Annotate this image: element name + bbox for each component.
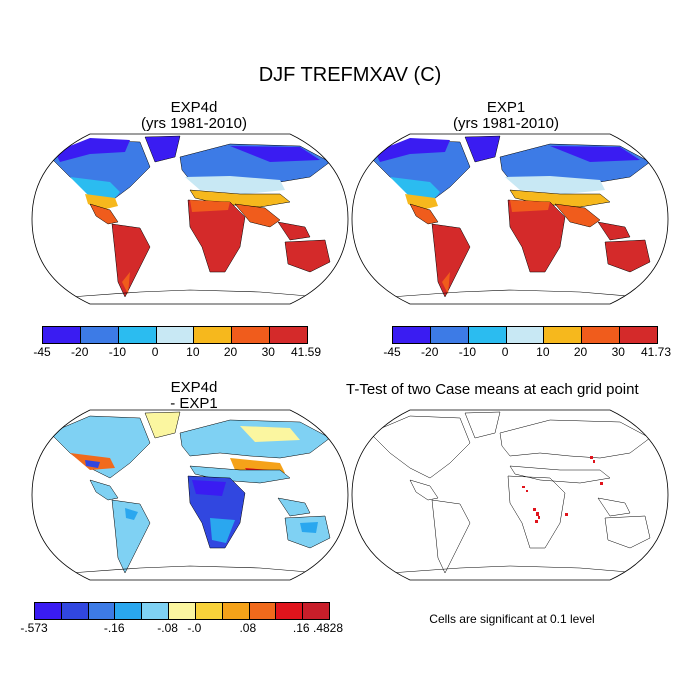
colorbar-tick-label: -20 [421, 345, 439, 359]
ttest-note: Cells are significant at 0.1 level [429, 612, 595, 626]
colorbar-swatch [195, 603, 223, 619]
colorbar-swatch [88, 603, 116, 619]
colorbar-tick-label: -.0 [187, 621, 202, 635]
colorbar-swatch [118, 327, 157, 343]
colorbar-swatch [506, 327, 545, 343]
colorbar-tick-label: -20 [71, 345, 89, 359]
colorbar-swatch [544, 327, 583, 343]
panel-title-line2: (yrs 1981-2010) [141, 115, 247, 132]
colorbar-tick-label: .08 [239, 621, 257, 635]
colorbar-exp4d-labels: -45 -20 -10 0 10 20 30 41.59 [33, 345, 321, 361]
colorbar-tick-label: -.16 [103, 621, 125, 635]
map-difference [31, 409, 349, 581]
panel-title-ttest: T-Test of two Case means at each grid po… [346, 381, 639, 398]
panel-title-exp4d: EXP4d (yrs 1981-2010) [34, 100, 354, 132]
colorbar-swatch [61, 603, 89, 619]
colorbar-swatch [43, 327, 81, 343]
colorbar-exp1-labels: -45 -20 -10 0 10 20 30 41.73 [383, 345, 671, 361]
panel-title-exp1: EXP1 (yrs 1981-2010) [346, 100, 666, 132]
colorbar-tick-label: .4828 [312, 621, 344, 635]
colorbar-swatch [430, 327, 469, 343]
colorbar-tick-label: -.08 [157, 621, 178, 635]
figure-title: DJF TREFMXAV (C) [258, 64, 442, 86]
colorbar-tick-label: .16 [292, 621, 310, 635]
colorbar-swatch [232, 327, 271, 343]
colorbar-tick-label: 30 [611, 345, 625, 359]
colorbar-tick-label: 10 [186, 345, 200, 359]
colorbar-tick-label: 0 [501, 345, 509, 359]
colorbar-tick-label: -45 [383, 345, 401, 359]
colorbar-swatch [303, 603, 329, 619]
colorbar-swatch [393, 327, 431, 343]
panel-title-line2: (yrs 1981-2010) [453, 115, 559, 132]
colorbar-swatch [169, 603, 196, 619]
panel-title-line1: EXP4d [170, 99, 218, 116]
colorbar-tick-label: 41.59 [290, 345, 322, 359]
colorbar-tick-label: -10 [108, 345, 127, 359]
colorbar-exp4d [42, 326, 308, 344]
colorbar-swatch [620, 327, 658, 343]
colorbar-swatch [222, 603, 250, 619]
map-exp1 [351, 133, 669, 305]
colorbar-swatch [80, 327, 119, 343]
colorbar-swatch [142, 603, 170, 619]
colorbar-swatch [156, 327, 195, 343]
colorbar-difference-labels: -.573 -.16 -.08 -.0 .08 .16 .4828 [20, 621, 343, 637]
colorbar-swatch [468, 327, 507, 343]
panel-title-difference: EXP4d - EXP1 [34, 380, 354, 412]
colorbar-tick-label: 10 [536, 345, 550, 359]
colorbar-exp1 [392, 326, 658, 344]
panel-title-line1: EXP4d [170, 379, 218, 396]
colorbar-swatch [270, 327, 308, 343]
colorbar-swatch [194, 327, 233, 343]
colorbar-tick-label: 0 [151, 345, 159, 359]
colorbar-tick-label: 20 [223, 345, 238, 359]
panel-title-line1: EXP1 [486, 99, 526, 116]
map-ttest [351, 409, 669, 581]
colorbar-swatch [35, 603, 62, 619]
significant-cells [522, 456, 603, 523]
colorbar-difference [34, 602, 330, 620]
colorbar-swatch [115, 603, 143, 619]
colorbar-tick-label: -.573 [20, 621, 48, 635]
colorbar-swatch [249, 603, 277, 619]
colorbar-tick-label: -10 [458, 345, 477, 359]
colorbar-tick-label: 30 [261, 345, 275, 359]
colorbar-tick-label: 41.73 [640, 345, 672, 359]
panel-title-line2: - EXP1 [170, 395, 218, 412]
colorbar-swatch [582, 327, 621, 343]
colorbar-tick-label: -45 [33, 345, 51, 359]
map-exp4d [31, 133, 349, 305]
colorbar-swatch [276, 603, 304, 619]
colorbar-tick-label: 20 [573, 345, 588, 359]
